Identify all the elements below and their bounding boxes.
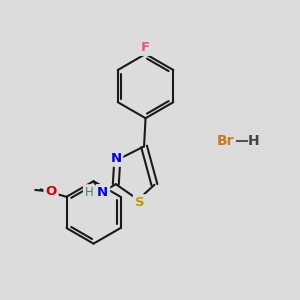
Text: O: O	[45, 185, 57, 198]
Text: N: N	[97, 186, 108, 199]
Text: H: H	[248, 134, 260, 148]
Text: N: N	[110, 152, 122, 165]
Text: S: S	[135, 196, 144, 209]
Text: H: H	[85, 186, 93, 199]
Text: Br: Br	[217, 134, 235, 148]
Text: F: F	[141, 41, 150, 54]
